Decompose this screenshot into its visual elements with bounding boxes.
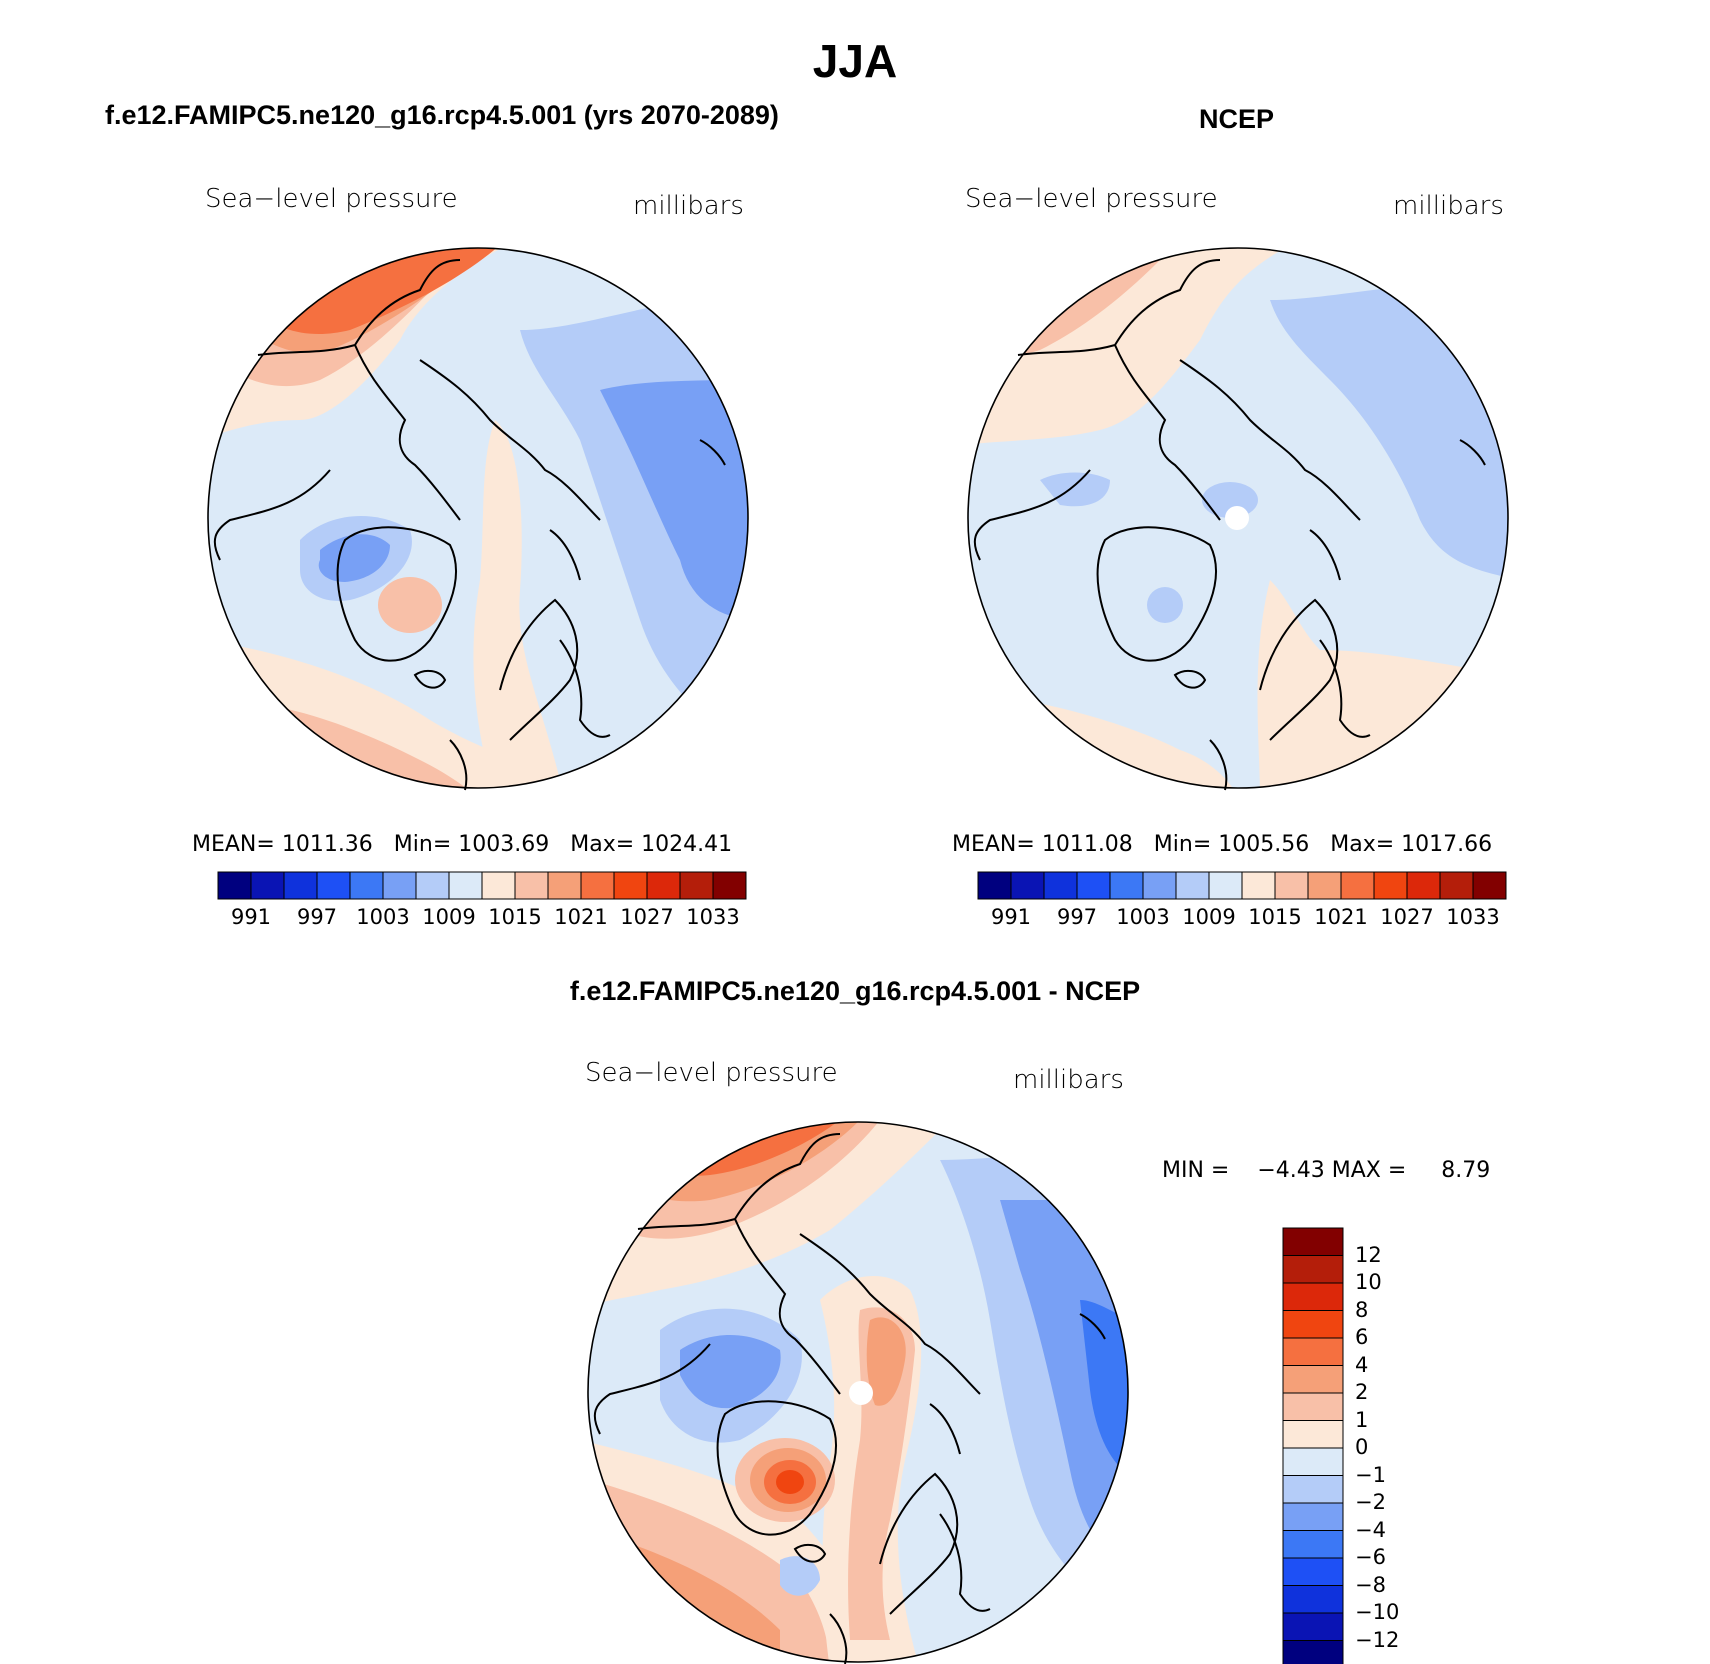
- min-label-ncep: Min=: [1153, 832, 1212, 857]
- panel-title-model: f.e12.FAMIPC5.ne120_g16.rcp4.5.001 (yrs …: [105, 100, 779, 130]
- colorbar-tick-label: −4: [1355, 1517, 1386, 1542]
- colorbar-tick-label: 1027: [620, 905, 674, 929]
- colorbar-tick-label: 1009: [1182, 905, 1236, 929]
- units-label-model: millibars: [633, 191, 744, 221]
- colorbar-tick-label: 4: [1355, 1352, 1369, 1377]
- max-value-model: 1024.41: [641, 832, 733, 857]
- coastlines-ncep: [973, 259, 1486, 791]
- colorbar-tick-label: 991: [230, 905, 272, 929]
- colorbar-tick-label: 1033: [1446, 905, 1500, 929]
- panel-title-difference: f.e12.FAMIPC5.ne120_g16.rcp4.5.001 - NCE…: [569, 976, 1141, 1006]
- coastlines-model: [213, 259, 726, 791]
- colorbar-tick-label: 997: [296, 905, 338, 929]
- variable-label-ncep: Sea−level pressure: [965, 184, 1218, 214]
- colorbar-tick-label: 1027: [1380, 905, 1434, 929]
- max-value-ncep: 1017.66: [1401, 832, 1493, 857]
- colorbar-tick-label: 1: [1355, 1407, 1369, 1432]
- colorbar-tick-label: −8: [1355, 1572, 1386, 1597]
- units-label-difference: millibars: [1013, 1065, 1124, 1095]
- min-value-difference: −4.43: [1257, 1158, 1325, 1183]
- stats-ncep: MEAN= 1011.08 Min= 1005.56 Max= 1017.66: [952, 832, 1492, 857]
- max-label-ncep: Max=: [1330, 832, 1395, 857]
- stats-difference: MIN = −4.43 MAX = 8.79: [1162, 1158, 1490, 1183]
- mean-label-ncep: MEAN=: [952, 832, 1035, 857]
- min-value-ncep: 1005.56: [1218, 832, 1310, 857]
- colorbar-tick-label: 0: [1355, 1435, 1369, 1459]
- colorbar-tick-label: 2: [1355, 1380, 1369, 1404]
- colorbar-tick-label: 1015: [488, 905, 542, 929]
- stats-model: MEAN= 1011.36 Min= 1003.69 Max= 1024.41: [192, 832, 732, 857]
- colorbar-tick-label: 6: [1355, 1325, 1369, 1349]
- colorbar-tick-label: 1015: [1248, 905, 1302, 929]
- colorbar-tick-label: 991: [990, 905, 1032, 929]
- variable-label-difference: Sea−level pressure: [585, 1058, 838, 1088]
- min-label-difference: MIN =: [1162, 1158, 1230, 1183]
- colorbar-tick-label: 10: [1355, 1270, 1382, 1294]
- panel-title-ncep: NCEP: [1199, 104, 1275, 134]
- colorbar-tick-label: −6: [1355, 1545, 1386, 1569]
- mean-value-model: 1011.36: [281, 832, 373, 857]
- colorbar-tick-label: −12: [1355, 1627, 1400, 1652]
- units-label-ncep: millibars: [1393, 191, 1504, 221]
- colorbar-tick-label: 12: [1355, 1242, 1382, 1267]
- colorbar-tick-label: −2: [1355, 1490, 1386, 1514]
- max-value-difference: 8.79: [1441, 1158, 1491, 1183]
- colorbar-tick-label: 8: [1355, 1297, 1369, 1322]
- figure-title: JJA: [812, 35, 898, 87]
- colorbar-tick-label: 1003: [1116, 905, 1170, 929]
- min-value-model: 1003.69: [458, 832, 550, 857]
- variable-label-model: Sea−level pressure: [205, 184, 458, 214]
- mean-label-model: MEAN=: [192, 832, 275, 857]
- colorbar-tick-label: 1033: [686, 905, 740, 929]
- colorbar-tick-label: −10: [1355, 1600, 1400, 1624]
- max-label-model: Max=: [570, 832, 635, 857]
- colorbar-tick-label: 997: [1056, 905, 1098, 929]
- mean-value-ncep: 1011.08: [1041, 832, 1133, 857]
- colorbar-tick-label: −1: [1355, 1462, 1386, 1487]
- colorbar-tick-label: 1021: [554, 905, 608, 929]
- coastlines-difference: [593, 1133, 1106, 1664]
- colorbar-tick-label: 1021: [1314, 905, 1368, 929]
- min-label-model: Min=: [393, 832, 452, 857]
- colorbar-tick-label: 1003: [356, 905, 410, 929]
- colorbar-tick-label: 1009: [422, 905, 476, 929]
- max-label-difference: MAX =: [1331, 1158, 1407, 1183]
